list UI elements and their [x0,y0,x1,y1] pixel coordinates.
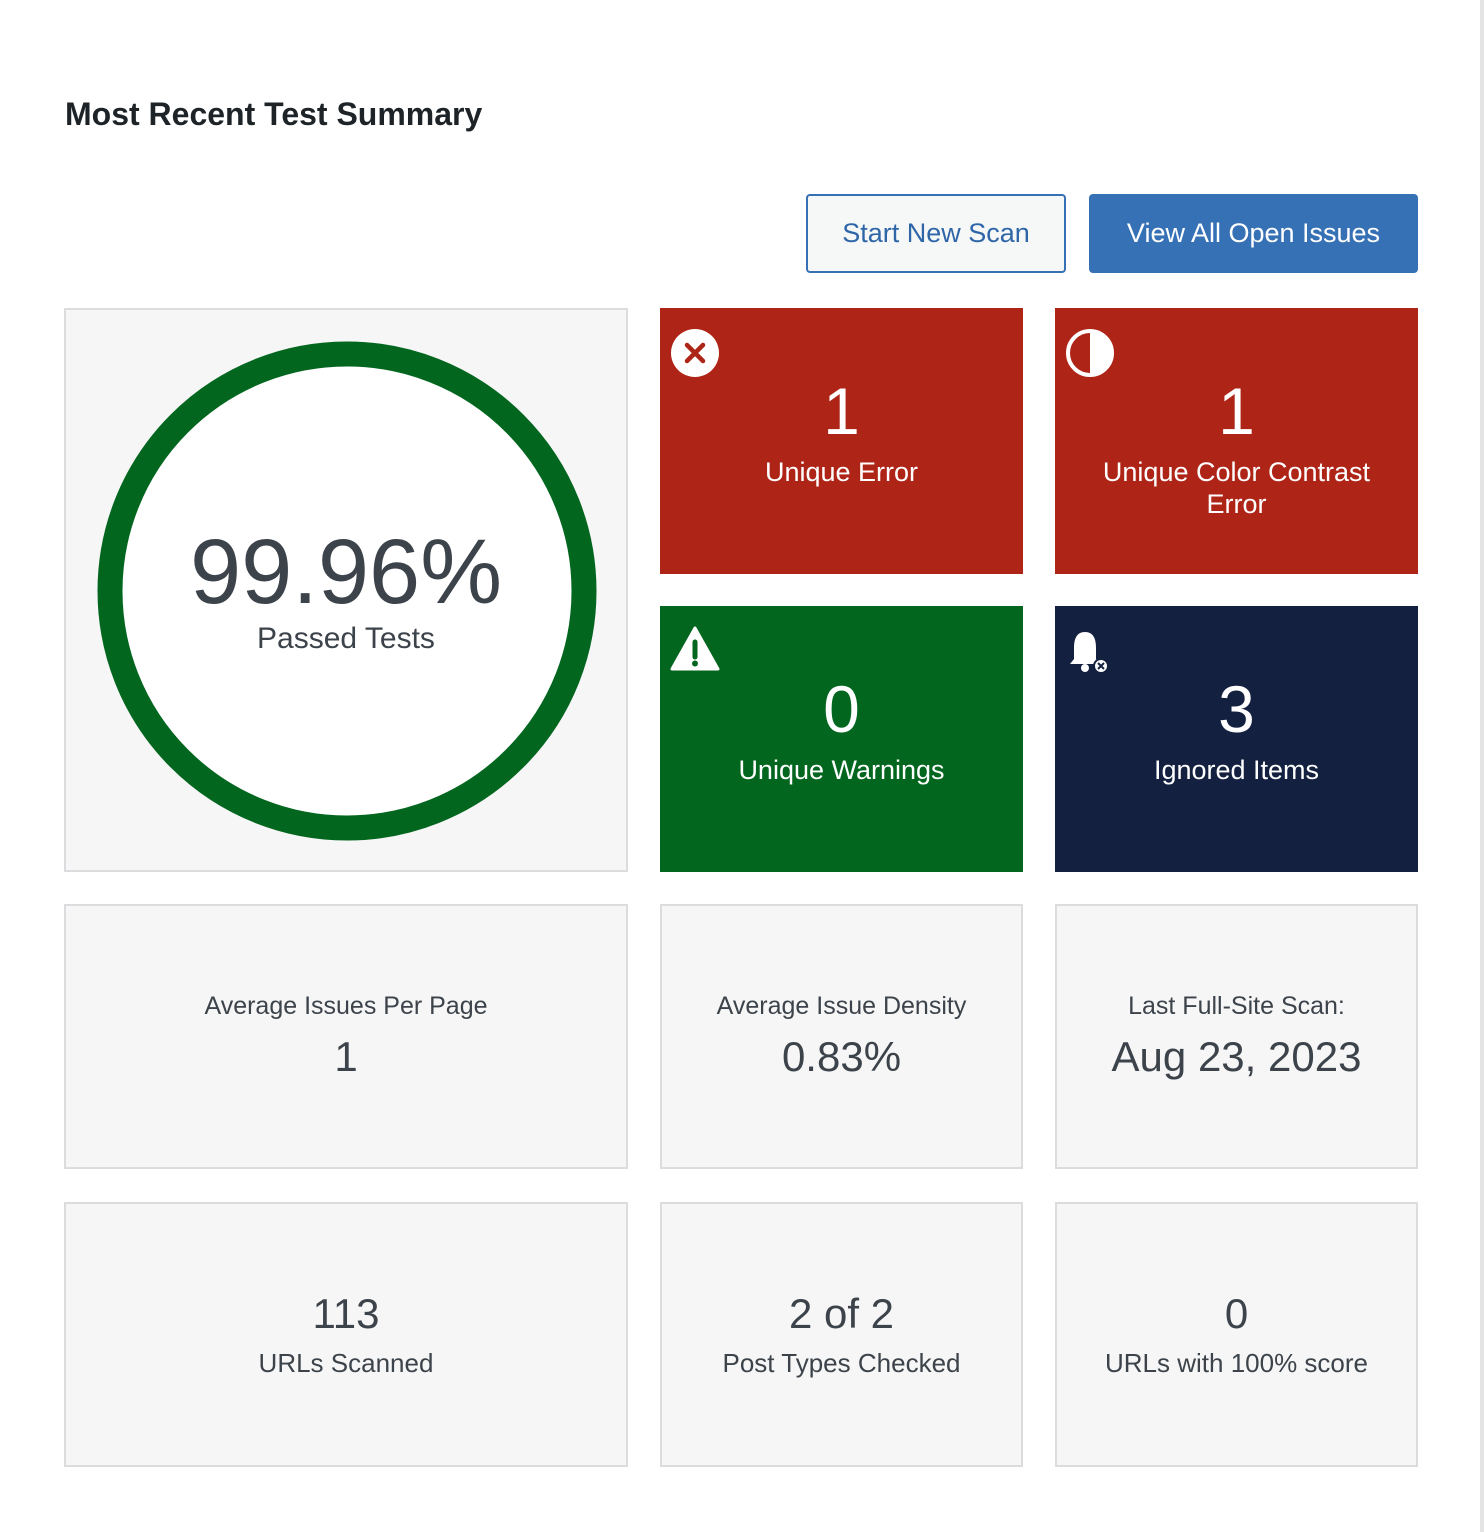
count-panel: 2 of 2 Post Types Checked [660,1202,1023,1467]
score-label: Passed Tests [257,622,435,655]
tile-value: 3 [1218,672,1255,746]
count-panel: 113 URLs Scanned [64,1202,628,1467]
score-value: 99.96% [189,521,503,623]
count-label: URLs Scanned [258,1348,434,1378]
warning-tile: 0 Unique Warnings [660,606,1023,872]
count-label: URLs with 100% score [1105,1348,1368,1378]
tile-value: 1 [823,374,860,448]
stat-value: 0.83% [781,1033,902,1080]
score-ring [97,341,597,841]
title: Most Recent Test Summary [65,96,483,132]
count-value: 0 [1224,1290,1249,1337]
tile-label: Unique Warnings [738,755,945,785]
count-label: Post Types Checked [722,1348,961,1378]
stat-panel: Average Issue Density 0.83% [660,904,1023,1169]
stat-label: Average Issues Per Page [204,992,488,1020]
tile-label: Unique Color Contrast Error [1102,457,1371,519]
count-panel: 0 URLs with 100% score [1055,1202,1418,1467]
warning-icon [670,626,720,671]
ignored-icon [1070,632,1109,674]
stat-label: Last Full-Site Scan: [1128,992,1345,1020]
start-scan-button[interactable]: Start New Scan [806,194,1066,273]
stat-panel: Average Issues Per Page 1 [64,904,628,1169]
error-icon [671,329,719,377]
score-panel: 99.96% Passed Tests [64,308,628,872]
count-value: 113 [312,1290,380,1337]
stat-value: Aug 23, 2023 [1111,1033,1362,1080]
tile-label: Unique Error [764,457,919,487]
stat-value: 1 [334,1033,358,1080]
tile-value: 0 [823,672,860,746]
stat-label: Average Issue Density [716,992,967,1020]
contrast-icon [1066,329,1114,377]
tile-value: 1 [1218,374,1255,448]
tile-label: Ignored Items [1153,755,1320,785]
ignored-tile: 3 Ignored Items [1055,606,1418,872]
view-issues-button[interactable]: View All Open Issues [1089,194,1418,273]
count-value: 2 of 2 [788,1290,895,1337]
contrast-tile: 1 Unique Color Contrast Error [1055,308,1418,574]
stat-panel: Last Full-Site Scan: Aug 23, 2023 [1055,904,1418,1169]
error-tile: 1 Unique Error [660,308,1023,574]
